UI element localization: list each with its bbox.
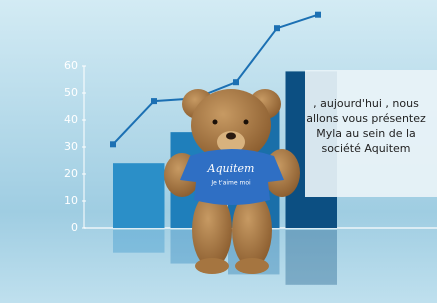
y-tick-label: 40 bbox=[64, 113, 78, 126]
caption-line: , aujourd'hui , nous bbox=[313, 97, 419, 110]
bar-reflection bbox=[286, 230, 338, 285]
shirt-slogan: Je t'aime moi bbox=[210, 180, 251, 187]
point bbox=[110, 141, 116, 147]
y-tick-label: 10 bbox=[64, 194, 78, 207]
point bbox=[274, 25, 280, 31]
point bbox=[315, 12, 321, 18]
caption-line: allons vous présentez bbox=[306, 112, 426, 125]
bar-reflection bbox=[113, 230, 165, 253]
bar bbox=[113, 163, 165, 228]
shirt-brand: Aquitem bbox=[207, 162, 255, 175]
caption-line: société Aquitem bbox=[321, 142, 410, 155]
y-tick-label: 60 bbox=[64, 59, 78, 72]
y-tick-label: 30 bbox=[64, 140, 78, 153]
slide: 0 10 20 30 40 50 60 , aujourd'hui , nous allon… bbox=[0, 0, 437, 303]
y-tick-label: 50 bbox=[64, 86, 78, 99]
point bbox=[233, 79, 239, 85]
point bbox=[151, 98, 157, 104]
y-tick-label: 0 bbox=[71, 221, 78, 234]
caption-line: Myla au sein de la bbox=[316, 127, 416, 140]
y-tick-label: 20 bbox=[64, 167, 78, 180]
